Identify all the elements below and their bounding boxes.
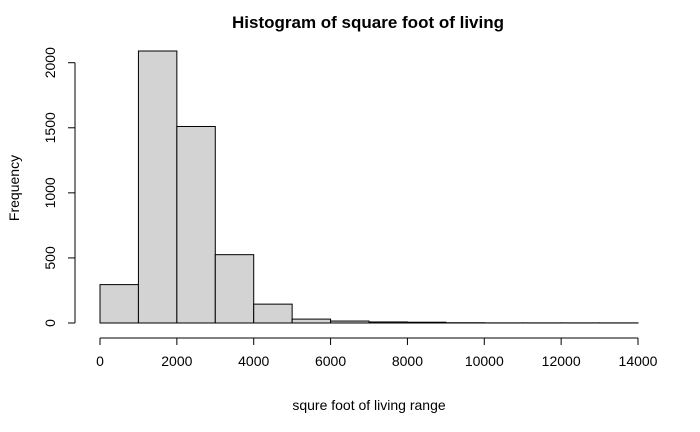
x-axis-label: squre foot of living range [292,397,446,413]
chart-title: Histogram of square foot of living [232,13,504,32]
x-tick-label: 6000 [315,353,346,369]
x-tick-label: 8000 [392,353,423,369]
x-tick-label: 12000 [542,353,581,369]
x-tick-label: 10000 [465,353,504,369]
x-axis: 0 2000 4000 6000 8000 10000 12000 14000 [96,337,658,369]
histogram-bar-8 [406,321,447,324]
y-tick-label: 2000 [42,47,58,78]
y-tick-label: 0 [42,319,58,327]
y-axis-label: Frequency [6,155,22,221]
x-tick-label: 4000 [238,353,269,369]
histogram-bar-3 [214,254,255,324]
histogram-bar-2 [176,125,216,324]
histogram-bar-4 [253,303,293,324]
y-axis: 0 500 1000 1500 2000 [42,47,76,327]
histogram-bar-6 [330,320,370,324]
x-tick-label: 14000 [619,353,658,369]
histogram-bar-7 [368,321,408,324]
bars-group [99,50,639,324]
x-tick-label: 2000 [161,353,192,369]
histogram-bar-0 [99,284,139,324]
y-tick-label: 1500 [42,112,58,143]
y-tick-label: 500 [42,246,58,270]
y-tick-label: 1000 [42,177,58,208]
histogram-bar-1 [137,50,178,324]
histogram-bar-5 [291,318,332,324]
x-tick-label: 0 [96,353,104,369]
